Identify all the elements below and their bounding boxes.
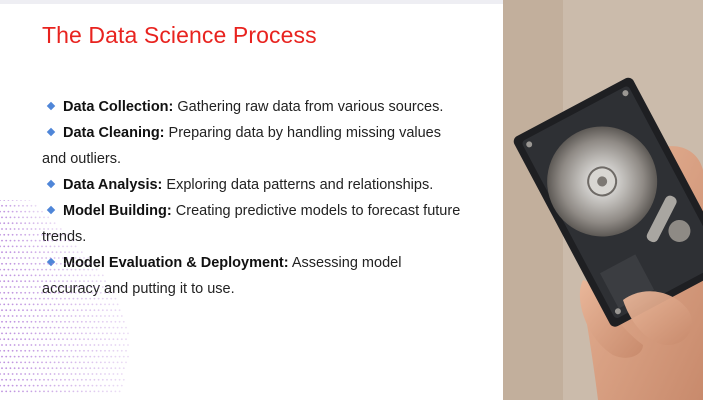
bullet-term: Data Collection: (63, 99, 174, 115)
bullet-text: Assessing model accuracy and putting it … (42, 255, 402, 297)
diamond-bullet-icon (46, 127, 56, 137)
top-accent-bar (0, 0, 503, 4)
dot-wave-pattern (0, 200, 129, 393)
slide-title: The Data Science Process (42, 22, 317, 48)
hand-holding-hard-drive-image (503, 0, 703, 400)
bullet-term: Model Building: (63, 203, 172, 219)
bullet-item: Data Cleaning: Preparing data by handlin… (42, 120, 462, 172)
bullet-text: Preparing data by handling missing value… (42, 125, 441, 167)
bullet-item: Data Collection: Gathering raw data from… (42, 94, 462, 120)
bullet-text: Gathering raw data from various sources. (173, 99, 444, 115)
bullet-list: Data Collection: Gathering raw data from… (42, 94, 462, 302)
diamond-bullet-icon (46, 101, 56, 111)
bullet-item: Data Analysis: Exploring data patterns a… (42, 172, 462, 198)
bullet-term: Model Evaluation & Deployment: (63, 255, 289, 271)
bullet-item: Model Evaluation & Deployment: Assessing… (42, 250, 462, 302)
bullet-text: Creating predictive models to forecast f… (42, 203, 461, 245)
hard-drive-photo (503, 0, 703, 400)
bullet-term: Data Analysis: (63, 177, 163, 193)
bullet-item: Model Building: Creating predictive mode… (42, 198, 462, 250)
bullet-term: Data Cleaning: (63, 125, 165, 141)
bullet-text: Exploring data patterns and relationship… (162, 177, 434, 193)
diamond-bullet-icon (46, 179, 56, 189)
